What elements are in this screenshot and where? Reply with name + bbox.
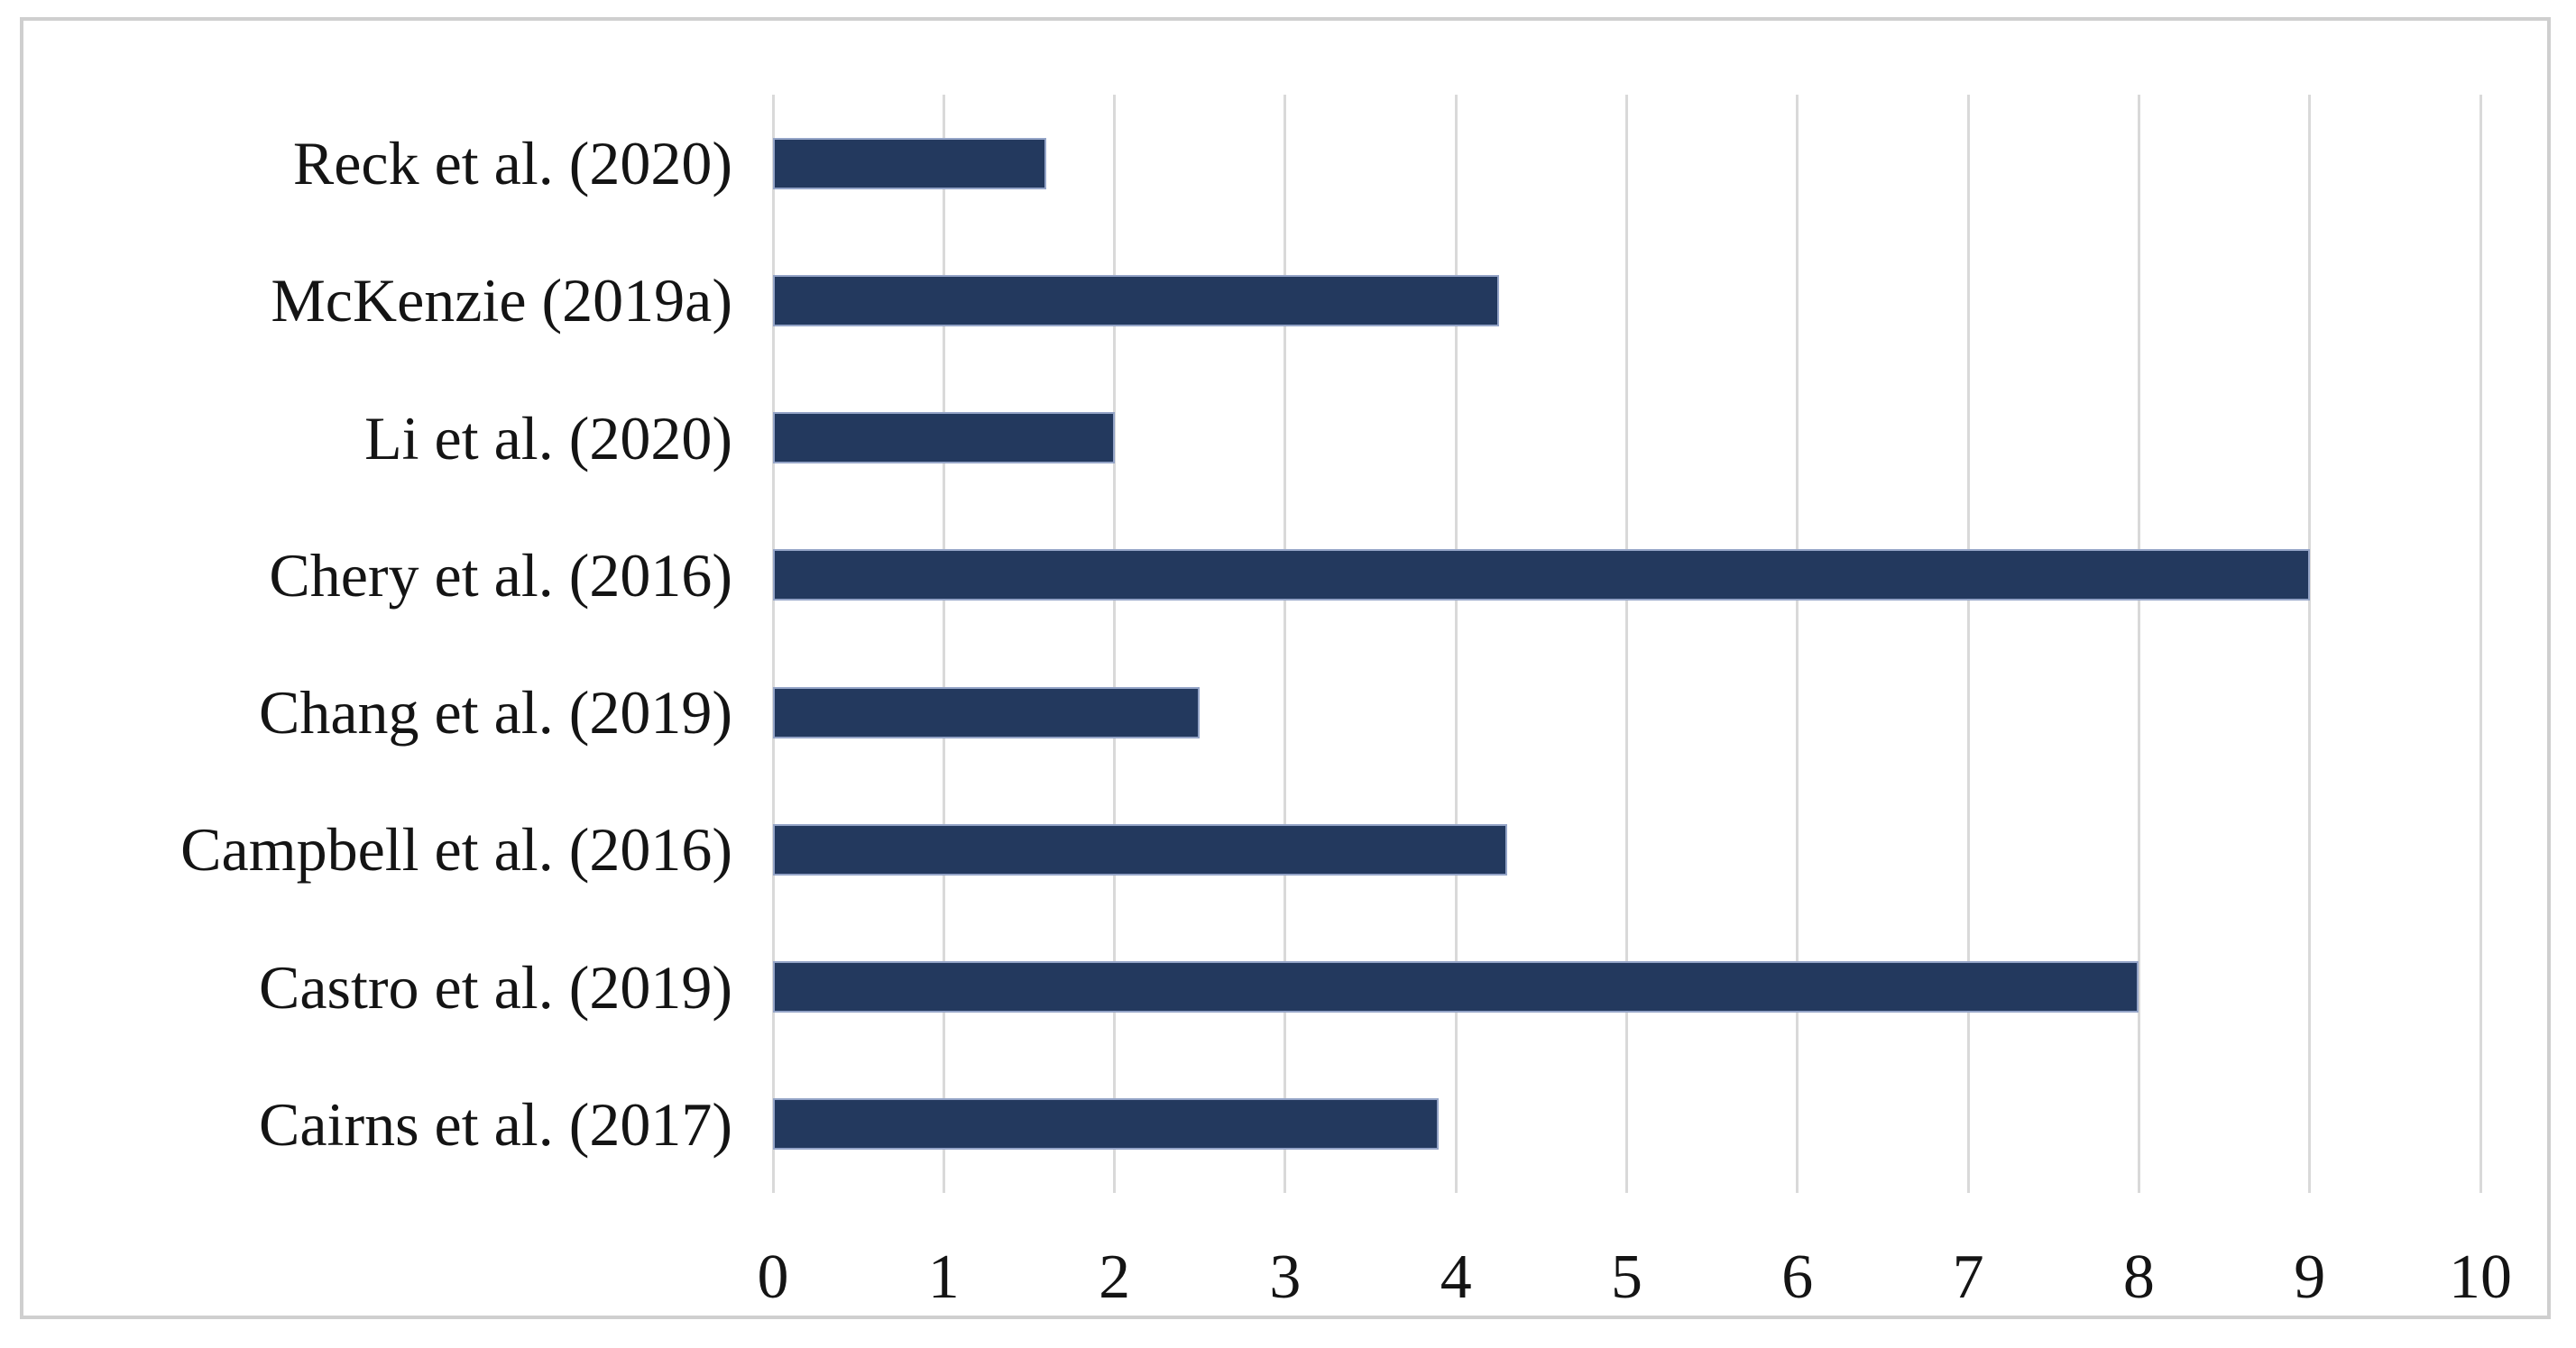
x-tick-label-5: 5 bbox=[1611, 1243, 1642, 1312]
category-label-7: Castro et al. (2019) bbox=[259, 952, 732, 1022]
category-label-4: Chery et al. (2016) bbox=[269, 540, 732, 610]
x-tick-label-7: 7 bbox=[1952, 1243, 1984, 1312]
bar-6 bbox=[773, 823, 1507, 876]
gridline-x-2 bbox=[1113, 95, 1117, 1193]
category-label-6: Campbell et al. (2016) bbox=[180, 815, 732, 885]
category-label-1: Reck et al. (2020) bbox=[292, 129, 732, 198]
gridline-x-4 bbox=[1454, 95, 1458, 1193]
x-tick-label-8: 8 bbox=[2122, 1243, 2155, 1312]
gridline-x-1 bbox=[942, 95, 945, 1193]
bar-3 bbox=[773, 412, 1115, 464]
gridline-x-6 bbox=[1796, 95, 1799, 1193]
gridline-x-7 bbox=[1966, 95, 1970, 1193]
bar-1 bbox=[773, 137, 1046, 189]
x-tick-label-2: 2 bbox=[1099, 1243, 1131, 1312]
gridline-x-10 bbox=[2479, 95, 2482, 1193]
x-tick-label-3: 3 bbox=[1269, 1243, 1302, 1312]
category-label-8: Cairns et al. (2017) bbox=[259, 1089, 732, 1159]
bar-8 bbox=[773, 1098, 1440, 1151]
bar-5 bbox=[773, 686, 1201, 738]
bar-2 bbox=[773, 274, 1499, 326]
bar-7 bbox=[773, 961, 2139, 1013]
x-tick-label-1: 1 bbox=[927, 1243, 960, 1312]
gridline-x-9 bbox=[2308, 95, 2312, 1193]
x-tick-label-0: 0 bbox=[757, 1243, 789, 1312]
bar-4 bbox=[773, 549, 2310, 601]
gridline-x-8 bbox=[2137, 95, 2140, 1193]
gridline-x-3 bbox=[1283, 95, 1287, 1193]
gridline-x-5 bbox=[1625, 95, 1628, 1193]
x-tick-label-9: 9 bbox=[2294, 1243, 2326, 1312]
x-tick-label-4: 4 bbox=[1440, 1243, 1472, 1312]
category-label-3: Li et al. (2020) bbox=[364, 403, 732, 472]
category-label-5: Chang et al. (2019) bbox=[259, 678, 732, 747]
gridline-x-0 bbox=[771, 95, 775, 1193]
x-tick-label-6: 6 bbox=[1781, 1243, 1814, 1312]
x-tick-label-10: 10 bbox=[2449, 1243, 2512, 1312]
category-label-2: McKenzie (2019a) bbox=[271, 266, 732, 335]
